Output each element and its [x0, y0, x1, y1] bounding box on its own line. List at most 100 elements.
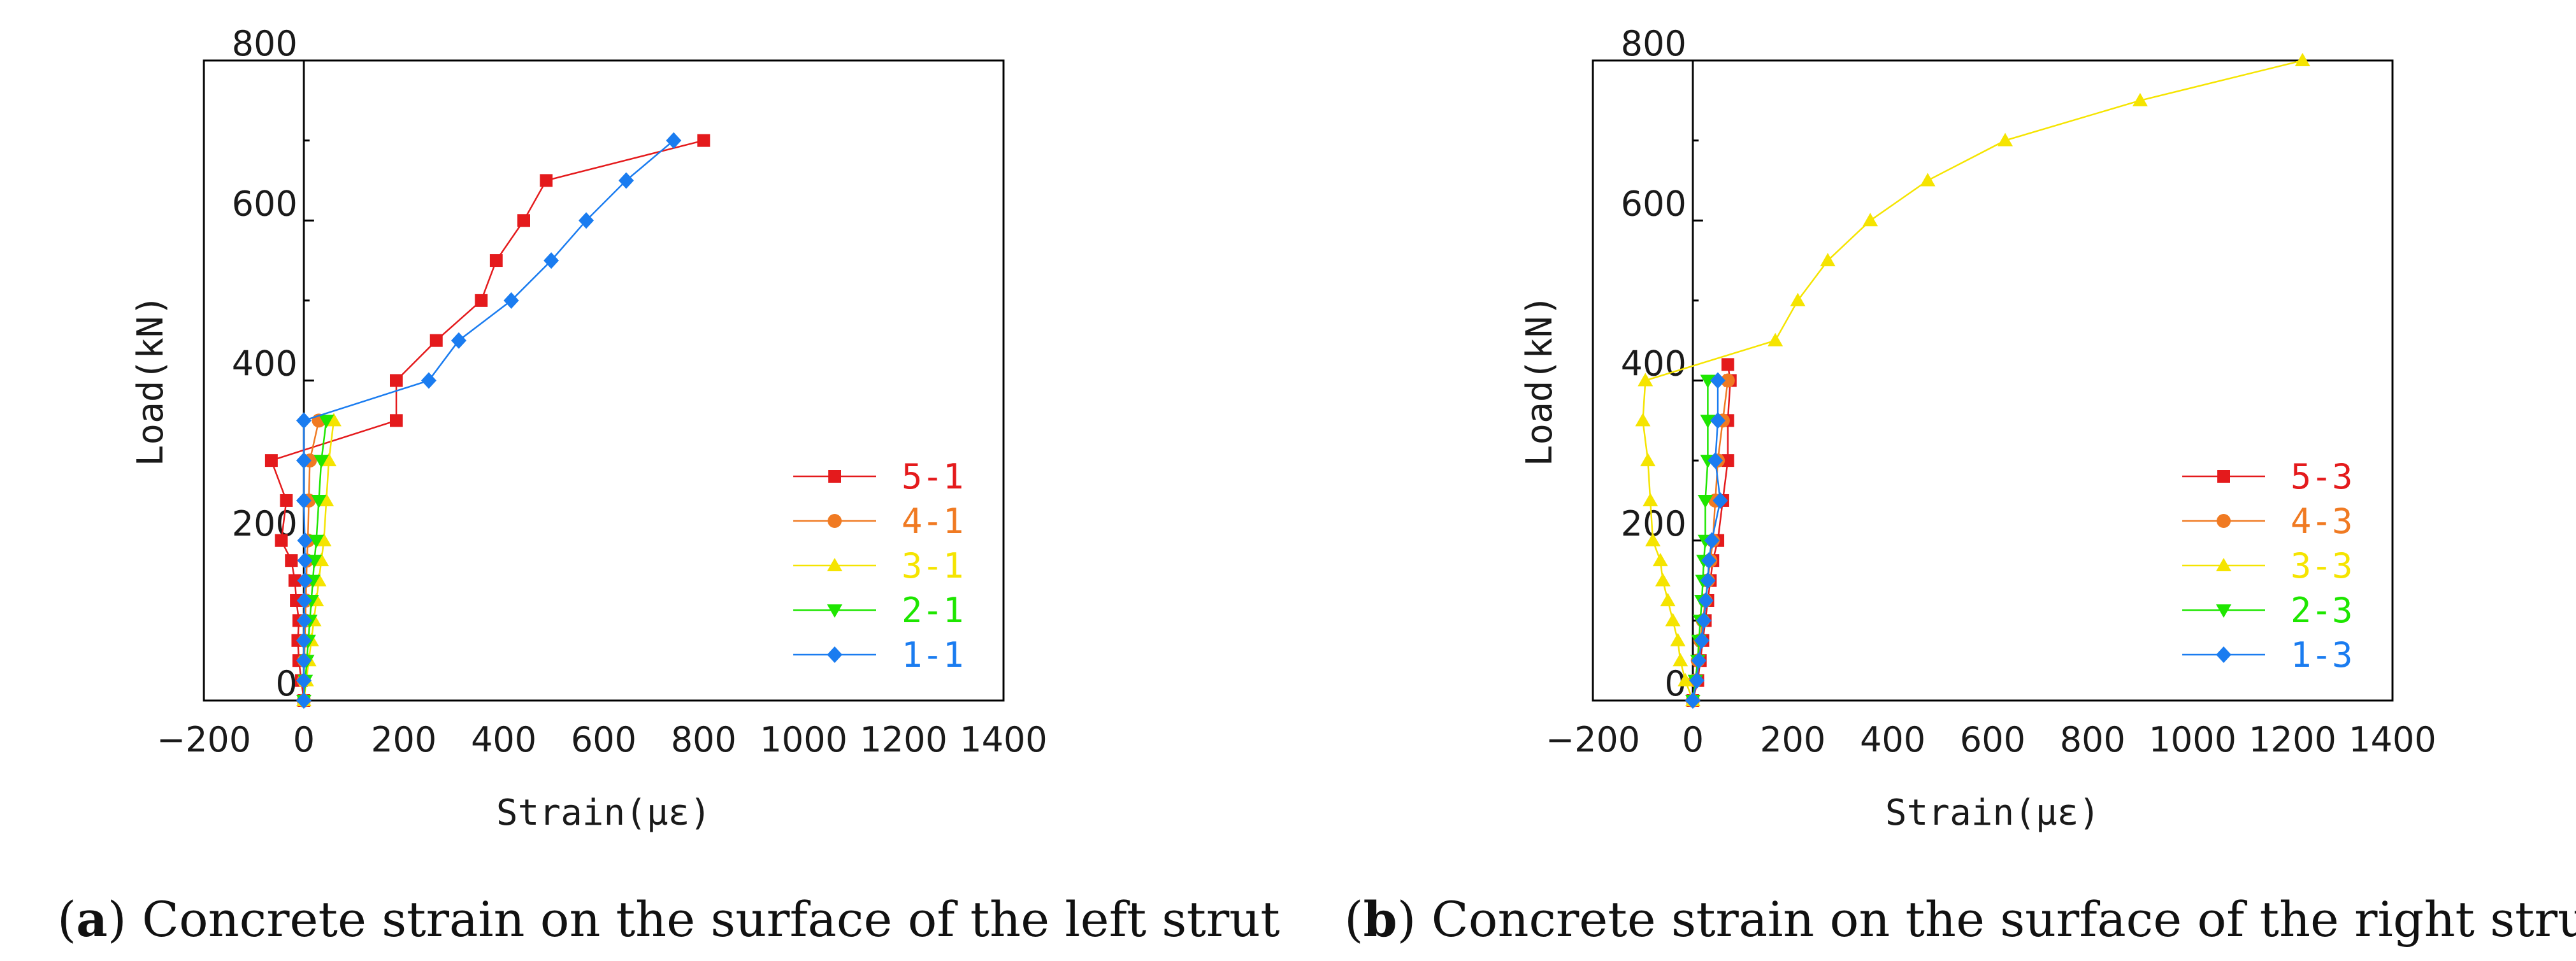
point-b-3-3-20: [2294, 53, 2310, 66]
point-b-3-3-9: [1643, 492, 1659, 506]
point-a-1-1-12: [421, 372, 436, 389]
point-a-1-1-4: [296, 612, 312, 629]
point-b-1-3-6: [1700, 572, 1716, 589]
x-tick-label-b-1: 0: [1682, 720, 1704, 760]
point-a-5-1-15: [489, 254, 503, 267]
point-a-1-1-5: [296, 592, 312, 609]
point-a-5-1-16: [517, 214, 530, 227]
point-a-3-1-8: [316, 532, 332, 546]
y-tick-label-a-0: 0: [276, 664, 298, 704]
point-a-1-1-11: [296, 412, 312, 429]
point-b-1-3-1: [1689, 672, 1705, 689]
caption-b-text: Concrete strain on the surface of the ri…: [1432, 891, 2576, 948]
point-b-1-3-9: [1713, 492, 1729, 509]
x-tick-label-b-0: −200: [1546, 720, 1640, 760]
point-a-5-1-9: [280, 494, 293, 507]
point-a-3-1-9: [319, 492, 335, 506]
point-b-3-3-3: [1670, 632, 1686, 646]
point-a-5-1-18: [697, 134, 710, 147]
point-a-1-1-10: [296, 452, 312, 469]
point-b-1-3-3: [1694, 632, 1709, 649]
legend-marker-a-5-1: [828, 470, 841, 483]
y-tick-label-a-2: 400: [232, 344, 298, 384]
point-b-1-3-5: [1698, 592, 1714, 609]
point-b-3-3-2: [1673, 653, 1688, 667]
point-b-2-3-9: [1697, 494, 1713, 508]
legend-label-b-5-3: 5-3: [2291, 457, 2353, 497]
legend-marker-b-2-3: [2216, 604, 2231, 618]
point-b-3-3-1: [1678, 673, 1694, 687]
point-a-2-1-8: [308, 534, 324, 548]
point-a-5-1-17: [540, 174, 553, 187]
point-b-1-3-2: [1691, 652, 1707, 669]
series-line-b-3-3: [1642, 59, 2303, 701]
point-b-3-3-11: [1635, 413, 1651, 427]
legend-marker-b-4-3: [2217, 514, 2231, 528]
point-a-2-1-11: [319, 415, 335, 429]
point-b-3-3-17: [1920, 173, 1936, 187]
caption-a: (a) Concrete strain on the surface of th…: [57, 891, 1280, 948]
legend-marker-b-1-3: [2216, 646, 2231, 663]
point-a-5-1-6: [288, 574, 301, 587]
point-b-3-3-16: [1862, 213, 1878, 227]
x-tick-label-b-7: 1200: [2249, 720, 2336, 760]
legend-label-b-2-3: 2-3: [2291, 590, 2353, 630]
point-a-5-1-10: [264, 454, 278, 467]
point-b-3-3-12: [1637, 373, 1653, 387]
point-b-1-3-7: [1701, 552, 1716, 569]
point-a-1-1-14: [503, 292, 519, 309]
point-b-1-3-12: [1710, 372, 1726, 389]
point-a-1-1-15: [543, 252, 559, 269]
point-a-1-1-17: [618, 172, 634, 189]
x-tick-label-a-1: 0: [293, 720, 315, 760]
point-b-3-3-6: [1655, 573, 1671, 587]
x-tick-label-a-5: 800: [671, 720, 737, 760]
caption-a-text: Concrete strain on the surface of the le…: [142, 891, 1280, 948]
x-tick-label-a-2: 200: [371, 720, 436, 760]
x-tick-label-a-6: 1000: [760, 720, 847, 760]
point-a-3-1-10: [321, 453, 337, 467]
x-tick-label-b-4: 600: [1960, 720, 2026, 760]
point-b-3-3-8: [1645, 532, 1661, 546]
point-a-3-1-11: [326, 413, 342, 427]
legend-label-a-2-1: 2-1: [902, 590, 964, 630]
x-tick-label-a-4: 600: [571, 720, 637, 760]
legend-label-b-3-3: 3-3: [2291, 546, 2353, 586]
caption-a-letter: a: [76, 891, 108, 948]
point-a-5-1-5: [290, 594, 303, 607]
x-tick-label-a-3: 400: [471, 720, 536, 760]
legend-marker-a-1-1: [827, 646, 842, 663]
point-b-3-3-15: [1820, 253, 1836, 267]
point-a-5-1-13: [429, 334, 443, 347]
legend-label-a-5-1: 5-1: [902, 457, 964, 497]
caption-b-letter: b: [1364, 891, 1397, 948]
x-tick-label-a-7: 1200: [860, 720, 947, 760]
point-a-5-1-7: [285, 554, 298, 567]
point-a-1-1-7: [297, 552, 313, 569]
point-a-1-1-1: [296, 672, 312, 689]
y-axis-title-b: Load(kN): [1519, 295, 1560, 467]
point-a-1-1-16: [579, 212, 594, 229]
point-b-3-3-5: [1660, 592, 1676, 606]
point-a-2-1-7: [306, 555, 322, 569]
point-a-1-1-0: [296, 692, 312, 709]
legend-marker-a-3-1: [827, 558, 842, 571]
legend-marker-a-2-1: [827, 604, 842, 618]
plot-frame-b: [1592, 59, 2394, 702]
point-b-3-3-10: [1640, 453, 1656, 467]
point-b-3-3-13: [1767, 332, 1783, 346]
point-a-5-1-12: [389, 374, 403, 387]
x-axis-title-a: Strain(με): [496, 792, 711, 834]
y-tick-label-b-3: 600: [1621, 183, 1687, 224]
point-a-2-1-9: [311, 494, 327, 508]
x-axis-title-b: Strain(με): [1885, 792, 2100, 834]
legend-label-a-4-1: 4-1: [902, 501, 964, 541]
point-b-2-3-12: [1700, 374, 1716, 388]
legend-marker-b-3-3: [2216, 558, 2231, 571]
x-tick-label-b-8: 1400: [2349, 720, 2436, 760]
legend-marker-b-5-3: [2217, 470, 2230, 483]
legend-label-b-4-3: 4-3: [2291, 501, 2353, 541]
caption-b: (b) Concrete strain on the surface of th…: [1344, 891, 2576, 948]
legend-label-a-3-1: 3-1: [902, 546, 964, 586]
